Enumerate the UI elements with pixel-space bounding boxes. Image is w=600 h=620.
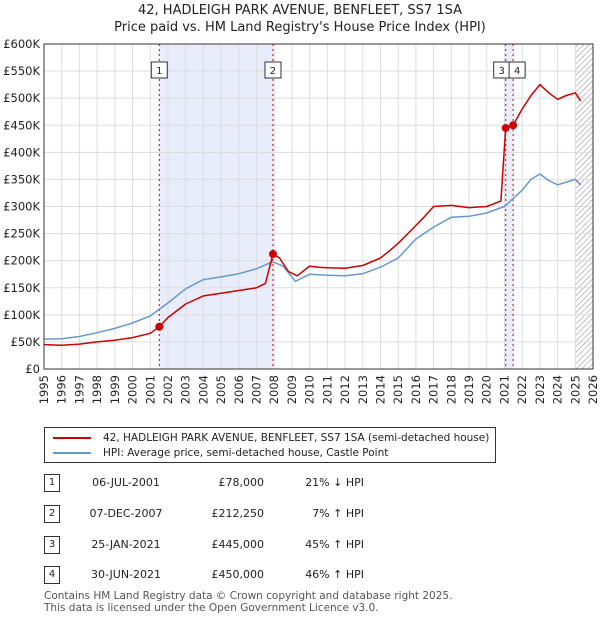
sale-point bbox=[509, 121, 518, 130]
y-tick-label: £300K bbox=[3, 200, 40, 214]
x-tick-label: 2003 bbox=[179, 375, 193, 404]
x-tick-label: 2008 bbox=[267, 375, 281, 404]
x-tick-label: 2007 bbox=[250, 375, 264, 404]
legend-item-hpi: HPI: Average price, semi-detached house,… bbox=[53, 445, 388, 460]
transaction-hpi-diff: 7% ↑ HPI bbox=[312, 507, 364, 520]
x-tick-label: 2021 bbox=[497, 375, 511, 404]
transaction-hpi-diff: 46% ↑ HPI bbox=[305, 568, 364, 581]
x-tick-label: 2010 bbox=[303, 375, 317, 404]
chart-legend: 42, HADLEIGH PARK AVENUE, BENFLEET, SS7 … bbox=[44, 427, 496, 463]
x-tick-label: 2014 bbox=[373, 375, 387, 404]
transaction-hpi-diff: 45% ↑ HPI bbox=[305, 538, 364, 551]
transaction-date: 25-JAN-2021 bbox=[91, 538, 161, 551]
legend-item-price-paid: 42, HADLEIGH PARK AVENUE, BENFLEET, SS7 … bbox=[53, 430, 489, 445]
x-tick-label: 2016 bbox=[409, 375, 423, 404]
y-tick-label: £400K bbox=[3, 145, 40, 159]
transaction-number-badge: 2 bbox=[44, 505, 60, 523]
x-tick-label: 2024 bbox=[551, 375, 565, 404]
x-tick-label: 2017 bbox=[427, 375, 441, 404]
x-tick-label: 2015 bbox=[391, 375, 405, 404]
x-tick-label: 2019 bbox=[462, 375, 476, 404]
marker-label-text: 1 bbox=[156, 66, 162, 77]
marker-label-2: 2 bbox=[264, 61, 282, 79]
transaction-date: 30-JUN-2021 bbox=[90, 568, 162, 581]
y-tick-label: £550K bbox=[3, 64, 40, 78]
transaction-price: £445,000 bbox=[211, 538, 265, 551]
legend-label-price-paid: 42, HADLEIGH PARK AVENUE, BENFLEET, SS7 … bbox=[103, 431, 490, 444]
transaction-number-badge: 3 bbox=[44, 536, 60, 554]
x-tick-label: 2006 bbox=[232, 375, 246, 404]
legend-label-hpi: HPI: Average price, semi-detached house,… bbox=[103, 446, 389, 459]
x-tick-label: 1996 bbox=[55, 375, 69, 404]
x-tick-label: 1998 bbox=[90, 375, 104, 404]
y-tick-label: £450K bbox=[3, 118, 40, 132]
x-tick-label: 2000 bbox=[126, 375, 140, 404]
transaction-date: 06-JUL-2001 bbox=[92, 476, 160, 489]
x-tick-label: 2025 bbox=[568, 375, 582, 404]
x-tick-label: 1999 bbox=[108, 375, 122, 404]
transaction-number-badge: 4 bbox=[44, 566, 60, 584]
x-tick-label: 2005 bbox=[214, 375, 228, 404]
transaction-row: 3 25-JAN-2021 £445,000 45% ↑ HPI bbox=[44, 536, 384, 556]
sale-point bbox=[501, 123, 510, 132]
x-tick-label: 2009 bbox=[285, 375, 299, 404]
footer-copyright: Contains HM Land Registry data © Crown c… bbox=[44, 590, 453, 602]
marker-label-4: 4 bbox=[508, 61, 526, 79]
marker-label-box bbox=[150, 61, 168, 79]
legend-swatch-price-paid bbox=[53, 436, 91, 439]
transaction-row: 1 06-JUL-2001 £78,000 21% ↓ HPI bbox=[44, 474, 384, 494]
x-tick-label: 1995 bbox=[37, 375, 51, 404]
marker-label-box bbox=[508, 61, 526, 79]
marker-label-1: 1 bbox=[150, 61, 168, 79]
marker-label-text: 3 bbox=[499, 66, 505, 77]
marker-label-3: 3 bbox=[493, 61, 511, 79]
y-tick-label: £150K bbox=[3, 281, 40, 295]
x-tick-label: 2002 bbox=[161, 375, 175, 404]
y-tick-label: £500K bbox=[3, 91, 40, 105]
x-tick-label: 2018 bbox=[444, 375, 458, 404]
y-tick-label: £0 bbox=[25, 362, 40, 376]
x-tick-label: 2012 bbox=[338, 375, 352, 404]
x-tick-label: 1997 bbox=[72, 375, 86, 404]
x-tick-label: 2011 bbox=[320, 375, 334, 404]
x-tick-label: 2023 bbox=[533, 375, 547, 404]
x-tick-label: 2026 bbox=[586, 375, 600, 404]
plot-area-border bbox=[43, 43, 594, 370]
transaction-price: £212,250 bbox=[211, 507, 265, 520]
y-tick-label: £600K bbox=[3, 37, 40, 51]
marker-label-text: 4 bbox=[514, 66, 520, 77]
y-tick-label: £200K bbox=[3, 254, 40, 268]
x-tick-label: 2001 bbox=[143, 375, 157, 404]
chart-title: 42, HADLEIGH PARK AVENUE, BENFLEET, SS7 … bbox=[137, 3, 462, 18]
x-tick-label: 2013 bbox=[356, 375, 370, 404]
sale-point bbox=[268, 250, 277, 259]
price-paid-line bbox=[43, 83, 582, 346]
x-tick-label: 2020 bbox=[480, 375, 494, 404]
footer-licence: This data is licensed under the Open Gov… bbox=[44, 602, 379, 614]
marker-label-text: 2 bbox=[270, 66, 276, 77]
y-tick-label: £350K bbox=[3, 172, 40, 186]
transaction-number-badge: 1 bbox=[44, 474, 60, 492]
transaction-hpi-diff: 21% ↓ HPI bbox=[305, 476, 364, 489]
transaction-price: £78,000 bbox=[218, 476, 265, 489]
x-tick-label: 2022 bbox=[515, 375, 529, 404]
transaction-price: £450,000 bbox=[211, 568, 265, 581]
transaction-date: 07-DEC-2007 bbox=[89, 507, 163, 520]
transaction-row: 2 07-DEC-2007 £212,250 7% ↑ HPI bbox=[44, 505, 384, 525]
y-tick-label: £100K bbox=[3, 308, 40, 322]
x-tick-label: 2004 bbox=[196, 375, 210, 404]
sale-point bbox=[155, 322, 164, 331]
transaction-row: 4 30-JUN-2021 £450,000 46% ↑ HPI bbox=[44, 566, 384, 586]
legend-swatch-hpi bbox=[53, 451, 91, 454]
chart-subtitle: Price paid vs. HM Land Registry's House … bbox=[114, 20, 486, 35]
y-tick-label: £50K bbox=[11, 335, 41, 349]
marker-label-box bbox=[264, 61, 282, 79]
y-tick-label: £250K bbox=[3, 227, 40, 241]
hpi-line bbox=[43, 173, 582, 340]
